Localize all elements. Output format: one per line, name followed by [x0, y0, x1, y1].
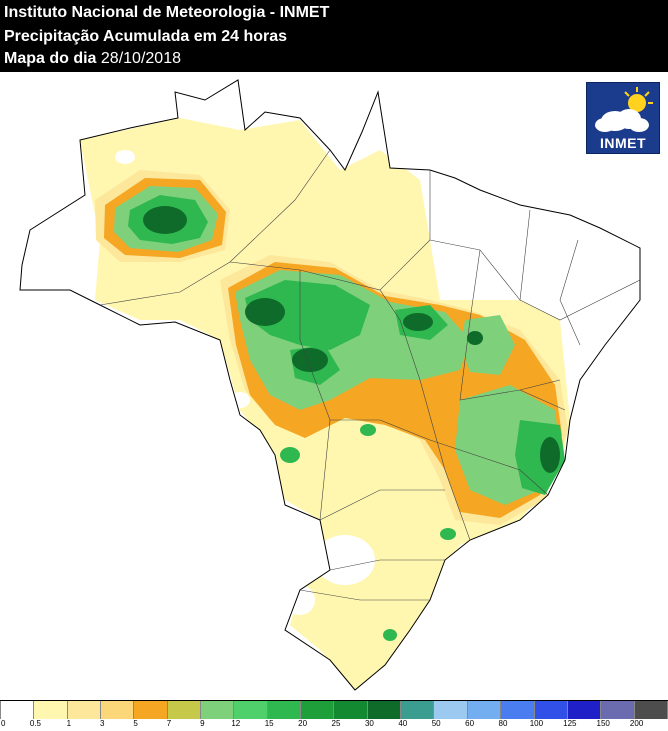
map-header: Instituto Nacional de Meteorologia - INM… — [0, 0, 668, 72]
legend-swatch — [301, 701, 335, 719]
legend-label: 30 — [364, 719, 374, 728]
legend-labels: 0 0.5 1 3 5 7 9 12 15 20 25 30 40 50 60 80 100 125 150 200 — [0, 719, 668, 731]
legend-label: 60 — [465, 719, 475, 728]
legend-swatch — [567, 701, 602, 719]
legend-swatch — [534, 701, 568, 719]
legend-swatch — [367, 701, 402, 719]
legend-label: 50 — [431, 719, 441, 728]
precipitation-map — [0, 72, 668, 700]
legend-label: 0.5 — [29, 719, 41, 728]
legend-swatch — [434, 701, 468, 719]
legend-swatch — [267, 701, 302, 719]
legend-label: 12 — [231, 719, 241, 728]
legend-label: 80 — [498, 719, 508, 728]
color-legend: 0 0.5 1 3 5 7 9 12 15 20 25 30 40 50 60 80 100 125 150 200 — [0, 701, 668, 731]
legend-label: 7 — [166, 719, 172, 728]
institute-title: Instituto Nacional de Meteorologia - INM… — [4, 4, 330, 21]
legend-swatch — [0, 701, 35, 719]
legend-label: 125 — [563, 719, 577, 728]
legend-swatch — [167, 701, 202, 719]
legend-label: 25 — [331, 719, 341, 728]
legend-label: 40 — [398, 719, 408, 728]
legend-swatch — [634, 701, 668, 719]
legend-label: 0 — [1, 719, 6, 728]
map-date: 28/10/2018 — [100, 50, 181, 67]
legend-label: 3 — [99, 719, 105, 728]
legend-swatch — [234, 701, 268, 719]
state-borders — [99, 149, 641, 601]
map-date-line: Mapa do dia 28/10/2018 — [4, 50, 181, 68]
sun-cloud-icon — [595, 87, 653, 132]
map-date-prefix: Mapa do dia — [4, 50, 101, 67]
legend-label: 200 — [629, 719, 644, 728]
legend-swatch — [67, 701, 102, 719]
legend-swatch — [467, 701, 502, 719]
legend-swatch — [34, 701, 68, 719]
legend-label: 9 — [200, 719, 205, 728]
legend-label: 5 — [133, 719, 138, 728]
legend-swatch — [501, 701, 535, 719]
map-subtitle: Precipitação Acumulada em 24 horas — [4, 28, 288, 45]
legend-label: 150 — [596, 719, 610, 728]
legend-swatch — [601, 701, 635, 719]
logo-text: INMET — [599, 135, 647, 151]
legend-label: 1 — [66, 719, 72, 728]
legend-cells — [0, 701, 668, 719]
inmet-logo: INMET — [586, 82, 660, 154]
legend-swatch — [334, 701, 368, 719]
legend-swatch — [134, 701, 168, 719]
legend-swatch — [401, 701, 435, 719]
legend-label: 20 — [298, 719, 308, 728]
legend-label: 100 — [529, 719, 544, 728]
brazil-outline — [19, 79, 641, 691]
legend-label: 15 — [264, 719, 274, 728]
legend-swatch — [201, 701, 235, 719]
legend-swatch — [101, 701, 135, 719]
